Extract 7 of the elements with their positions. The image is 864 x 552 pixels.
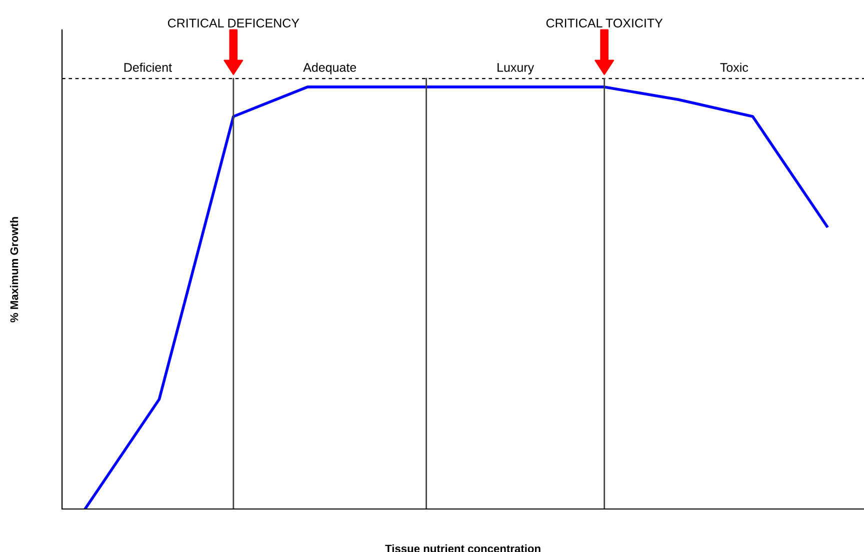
text: Luxury <box>498 63 534 74</box>
text: CRITICAL TOXICITY <box>546 18 663 28</box>
text: CRITICAL DEFICENCY <box>168 18 300 28</box>
text: Toxic <box>720 62 748 72</box>
text: Adequate <box>303 62 356 74</box>
text: Deficient <box>124 62 172 72</box>
y-axis-title: % Maximum Growth <box>10 217 18 322</box>
